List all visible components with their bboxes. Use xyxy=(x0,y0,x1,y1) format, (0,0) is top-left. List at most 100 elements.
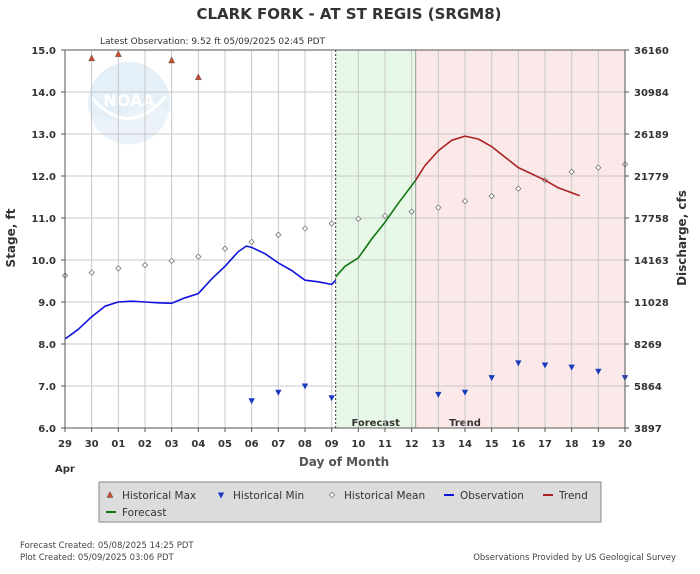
historical-min-point xyxy=(461,389,469,396)
x-tick-label: 09 xyxy=(325,439,339,450)
historical-min-point xyxy=(301,383,309,390)
y-tick-label-right: 11028 xyxy=(634,298,669,309)
x-tick-label: 03 xyxy=(165,439,179,450)
y-tick-label-left: 10.0 xyxy=(31,256,56,267)
forecast-created: Forecast Created: 05/08/2025 14:25 PDT xyxy=(20,541,194,551)
x-tick-label: 06 xyxy=(245,439,259,450)
historical-mean-point xyxy=(195,253,202,260)
x-tick-label: 20 xyxy=(618,439,632,450)
historical-mean-point xyxy=(488,192,495,200)
historical-max-point xyxy=(114,50,122,57)
x-tick-label: 13 xyxy=(431,439,445,450)
observation-line xyxy=(64,245,337,340)
y-tick-label-left: 6.0 xyxy=(38,424,56,435)
historical-mean-point xyxy=(328,220,335,227)
x-tick-label: 01 xyxy=(111,439,125,450)
historical-min-point xyxy=(595,368,602,375)
y-axis-left-label: Stage, ft xyxy=(4,208,18,267)
forecast-region xyxy=(335,50,416,428)
x-tick-label: 15 xyxy=(485,439,499,450)
historical-min-point xyxy=(568,364,575,371)
noaa-watermark-text: NOAA xyxy=(103,91,155,110)
legend-label-historical-mean: Historical Mean xyxy=(344,490,425,502)
series-layer xyxy=(61,50,629,405)
legend-swatch-historical-min xyxy=(217,492,225,499)
x-tick-label: 29 xyxy=(58,439,72,450)
historical-mean-point xyxy=(221,245,229,252)
historical-min-point xyxy=(488,375,495,382)
chart-title: CLARK FORK - AT ST REGIS (SRGM8) xyxy=(196,5,501,23)
latest-observation: Latest Observation: 9.52 ft 05/09/2025 0… xyxy=(100,37,326,47)
x-tick-label: 02 xyxy=(138,439,152,450)
y-tick-label-right: 21779 xyxy=(634,172,669,183)
historical-mean-point xyxy=(141,261,149,269)
legend-swatch-historical-mean xyxy=(328,491,336,499)
historical-mean-point xyxy=(435,204,442,211)
legend-label-trend: Trend xyxy=(558,490,588,502)
historical-min-point xyxy=(541,362,549,369)
legend-label-historical-min: Historical Min xyxy=(233,490,304,502)
historical-mean-point xyxy=(595,164,602,171)
y-tick-label-left: 12.0 xyxy=(31,172,56,183)
historical-min-point xyxy=(248,398,255,405)
x-axis-ticks: 29 30 01 02 03 04 05 06 07 08 09 10 11 12 13 14 15 16 17 18… xyxy=(58,428,632,450)
month-label: Apr xyxy=(55,464,75,475)
historical-mean-point xyxy=(515,185,522,192)
legend-label-forecast: Forecast xyxy=(122,507,166,519)
historical-min-point xyxy=(328,395,335,402)
historical-max-point xyxy=(194,73,202,81)
x-tick-label: 18 xyxy=(565,439,579,450)
historical-mean-point xyxy=(301,225,309,232)
x-tick-label: 08 xyxy=(298,439,312,450)
trend-region xyxy=(415,50,625,428)
x-tick-label: 12 xyxy=(405,439,419,450)
historical-min-point xyxy=(275,389,282,396)
y-tick-label-right: 17758 xyxy=(634,214,669,225)
y-tick-label-right: 3897 xyxy=(634,424,662,435)
trend-line xyxy=(415,135,580,197)
y-tick-label-right: 8269 xyxy=(634,340,662,351)
y-tick-label-right: 30984 xyxy=(634,88,669,99)
y-tick-label-left: 7.0 xyxy=(38,382,56,393)
legend-box xyxy=(98,481,602,523)
x-tick-label: 10 xyxy=(351,439,365,450)
historical-mean-point xyxy=(461,198,469,205)
historical-max-point xyxy=(88,54,96,62)
plot-frame xyxy=(64,49,626,429)
y-tick-label-left: 8.0 xyxy=(38,340,56,351)
historical-mean-point xyxy=(88,269,95,276)
x-tick-label: 14 xyxy=(458,439,472,450)
y-tick-label-right: 5864 xyxy=(634,382,662,393)
historical-min-point xyxy=(515,360,522,367)
x-axis-label: Day of Month xyxy=(299,455,389,469)
x-tick-label: 17 xyxy=(538,439,552,450)
y-axis-right-label: Discharge, cfs xyxy=(675,190,689,286)
legend: Historical Max Historical Min Historical M… xyxy=(106,490,588,519)
historical-mean-point xyxy=(275,231,282,238)
legend-label-observation: Observation xyxy=(460,490,524,502)
historical-mean-point xyxy=(408,208,415,215)
historical-max-point xyxy=(168,56,176,64)
historical-min-point xyxy=(435,391,442,398)
plot-created: Plot Created: 05/09/2025 03:06 PDT xyxy=(20,553,174,563)
y-tick-label-left: 11.0 xyxy=(31,214,56,225)
x-tick-label: 19 xyxy=(591,439,605,450)
x-tick-label: 05 xyxy=(218,439,232,450)
historical-mean-point xyxy=(381,212,389,220)
y-tick-label-right: 36160 xyxy=(634,46,669,57)
y-axis-left-ticks: 6.0 7.0 8.0 9.0 10.0 11.0 12.0 13.0 14.0 15.0 xyxy=(31,46,65,435)
y-tick-label-left: 14.0 xyxy=(31,88,56,99)
historical-mean-point xyxy=(248,238,255,246)
x-tick-label: 07 xyxy=(271,439,285,450)
y-tick-label-left: 9.0 xyxy=(38,298,56,309)
data-attribution: Observations Provided by US Geological S… xyxy=(473,553,676,563)
forecast-region-label: Forecast xyxy=(351,418,400,429)
x-tick-label: 11 xyxy=(378,439,392,450)
historical-mean-point xyxy=(568,168,575,175)
legend-swatch-historical-max xyxy=(106,490,114,498)
historical-mean-point xyxy=(115,265,122,272)
y-tick-label-right: 26189 xyxy=(634,130,669,141)
historical-mean-point xyxy=(168,257,175,265)
